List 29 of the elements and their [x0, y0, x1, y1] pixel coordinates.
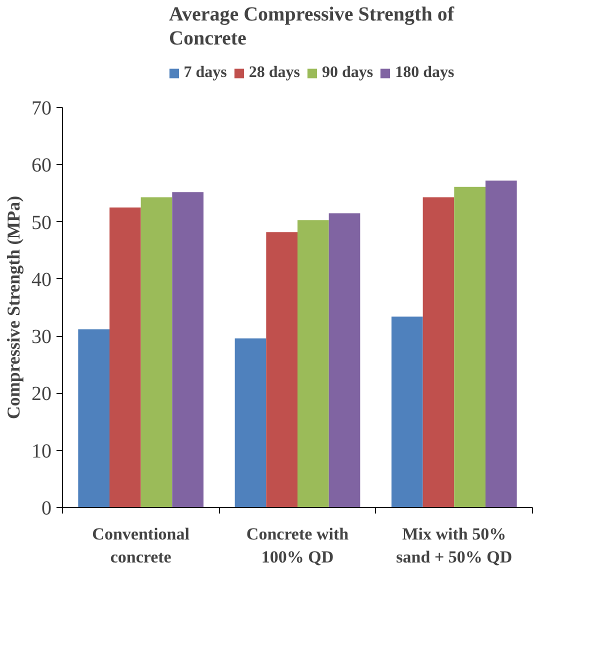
bar	[422, 197, 454, 508]
y-tick-label: 40	[32, 268, 52, 291]
legend-label: 7 days	[184, 64, 227, 82]
bar	[172, 192, 204, 508]
y-axis-title: Compressive Strength (MPa)	[4, 196, 24, 420]
y-tick-label: 50	[32, 212, 52, 234]
bar	[234, 338, 266, 508]
y-tick-label: 70	[32, 98, 52, 120]
chart-title: Average Compressive Strength of Concrete	[169, 3, 454, 50]
bar	[140, 197, 172, 508]
x-tick-label: Concrete with 100% QD	[246, 524, 350, 566]
x-tick-label: Conventional concrete	[92, 524, 190, 566]
x-tick-label: Mix with 50% sand + 50% QD	[396, 524, 512, 566]
y-tick-label: 20	[32, 383, 52, 406]
legend-label: 28 days	[248, 64, 300, 82]
bar	[298, 220, 329, 508]
bar	[454, 186, 486, 508]
bar	[486, 180, 517, 508]
bar	[328, 213, 360, 508]
bar	[392, 316, 423, 508]
y-tick-label: 30	[32, 326, 52, 348]
y-tick-label: 60	[32, 154, 52, 177]
legend-label: 180 days	[395, 64, 454, 82]
bar	[266, 232, 298, 508]
bar	[78, 329, 110, 508]
y-tick-label: 0	[42, 498, 52, 520]
bar	[110, 208, 141, 508]
y-tick-label: 10	[32, 440, 52, 462]
legend-label: 90 days	[322, 64, 374, 82]
